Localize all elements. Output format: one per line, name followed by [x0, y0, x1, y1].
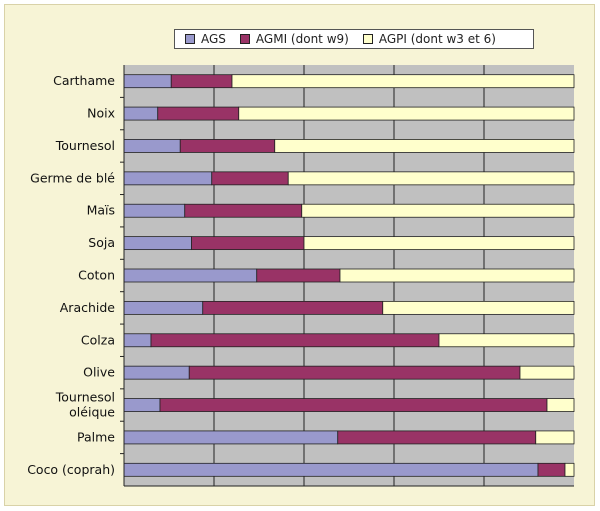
legend-item-agmi: AGMI (dont w9) [239, 32, 349, 46]
bar-ags-10 [123, 398, 161, 412]
bar-agpi-4 [301, 203, 575, 218]
legend-swatch-agpi [362, 34, 373, 44]
bar-agpi-2 [274, 139, 575, 153]
bar-ags-9 [123, 365, 190, 380]
legend-label-ags: AGS [201, 32, 226, 46]
category-label: Coton [78, 268, 115, 283]
category-label: Noix [87, 106, 115, 121]
bar-agpi-5 [303, 236, 575, 251]
bar-agmi-5 [191, 236, 305, 251]
bar-agmi-9 [188, 365, 521, 380]
category-label: Tournesol oléique [55, 390, 116, 420]
bar-ags-11 [123, 430, 339, 445]
bar-agmi-2 [179, 139, 276, 153]
legend-item-agpi: AGPI (dont w3 et 6) [362, 32, 496, 46]
bar-ags-3 [123, 171, 213, 186]
bar-ags-2 [123, 139, 181, 153]
bar-ags-0 [123, 74, 172, 89]
bar-ags-8 [123, 333, 152, 348]
bar-agpi-12 [564, 462, 575, 477]
bar-agmi-1 [157, 106, 240, 121]
bar-agmi-0 [170, 74, 233, 89]
category-label: Coco (coprah) [27, 462, 115, 477]
bar-agmi-10 [159, 398, 548, 412]
legend-item-ags: AGS [185, 32, 226, 46]
category-label: Palme [77, 429, 115, 444]
bar-agpi-9 [519, 365, 575, 380]
bar-agmi-8 [150, 333, 440, 348]
category-label: Soja [88, 235, 115, 250]
legend-label-agpi: AGPI (dont w3 et 6) [378, 32, 496, 46]
legend-swatch-agmi [239, 34, 250, 44]
bar-ags-6 [123, 268, 258, 283]
bar-agpi-7 [382, 300, 575, 315]
category-label: Maïs [87, 203, 115, 218]
bar-agpi-8 [438, 333, 575, 348]
category-labels: Carthame Noix Tournesol Germe de blé Maïs Soj… [27, 73, 115, 477]
category-label: Tournesol [55, 138, 115, 153]
bar-agpi-3 [287, 171, 575, 186]
category-label: Colza [81, 332, 115, 347]
bar-agmi-4 [184, 203, 303, 218]
bar-agpi-11 [535, 430, 575, 445]
bar-agpi-1 [238, 106, 575, 121]
category-label: Carthame [53, 73, 115, 88]
bar-agmi-3 [211, 171, 289, 186]
bar-ags-4 [123, 203, 186, 218]
bar-agpi-10 [546, 398, 575, 412]
bar-agmi-7 [202, 300, 384, 315]
category-label: Germe de blé [30, 170, 115, 185]
bar-agmi-12 [537, 462, 566, 477]
bar-agmi-6 [256, 268, 341, 283]
legend-label-agmi: AGMI (dont w9) [255, 32, 349, 46]
bars [123, 74, 575, 477]
category-label: Olive [83, 365, 115, 380]
legend-swatch-ags [185, 34, 195, 44]
bar-ags-5 [123, 236, 192, 251]
bar-agpi-0 [231, 74, 575, 89]
category-label: Arachide [60, 300, 116, 315]
bar-agpi-6 [339, 268, 575, 283]
bar-ags-7 [123, 300, 204, 315]
bar-ags-1 [123, 106, 159, 121]
bar-agmi-11 [337, 430, 537, 445]
bar-ags-12 [123, 462, 539, 477]
legend: AGS AGMI (dont w9) AGPI (dont w3 et 6) [174, 29, 534, 49]
